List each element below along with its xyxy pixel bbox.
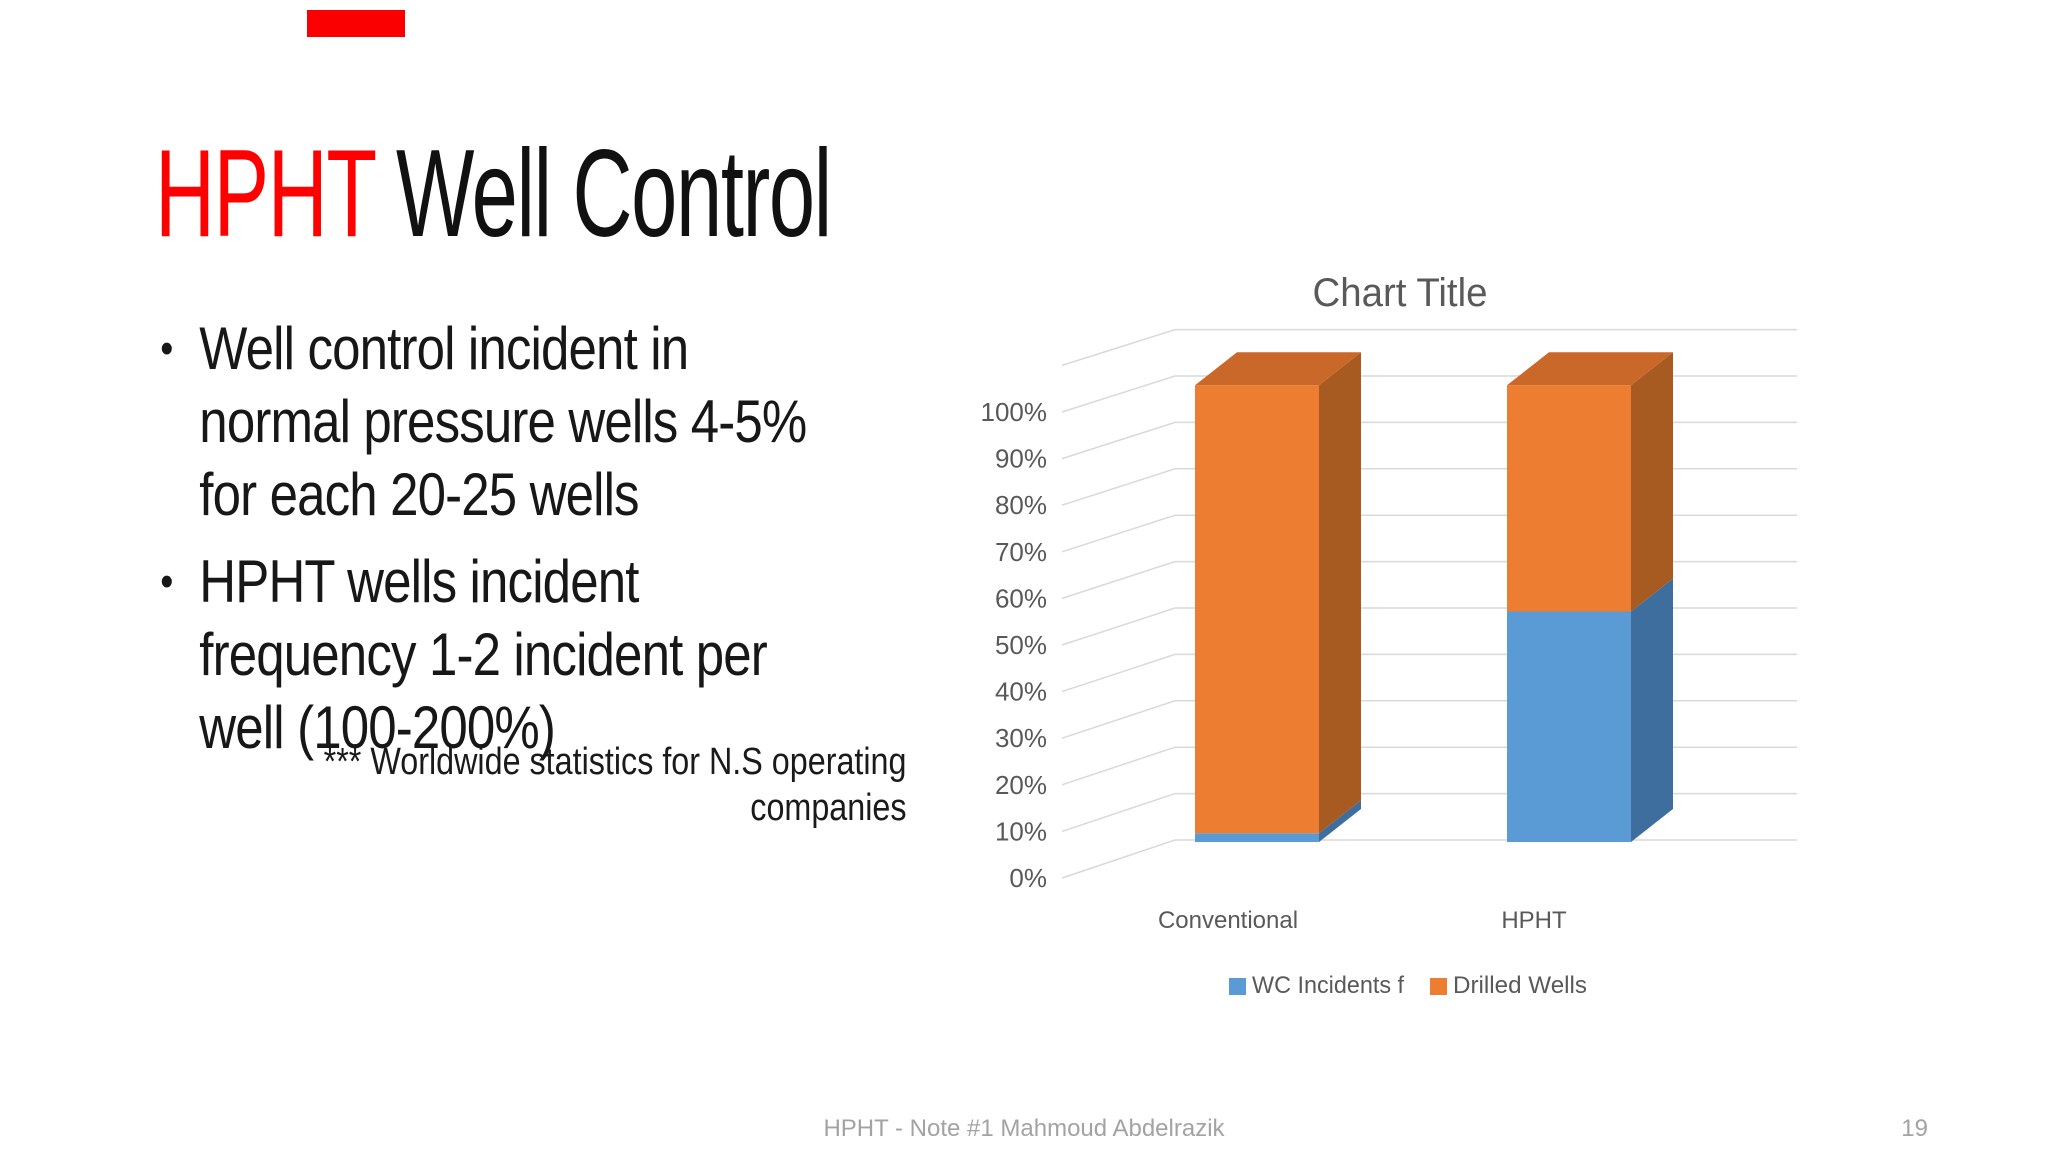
y-axis-tick-label: 60% <box>995 583 1047 613</box>
page-number: 19 <box>1901 1115 1928 1142</box>
gridline <box>1061 514 1797 553</box>
bullet-marker: • <box>160 557 174 606</box>
y-axis-tick-label: 10% <box>995 816 1047 846</box>
gridline <box>1061 607 1797 646</box>
bullet-text: HPHT wells incident frequency 1-2 incide… <box>199 548 767 761</box>
page-title-highlight: HPHT <box>155 125 376 263</box>
y-axis-tick-label: 30% <box>995 723 1047 753</box>
gridline <box>1061 746 1797 786</box>
y-axis-tick-label: 20% <box>995 770 1047 800</box>
bullet-item: • Well control incident in normal pressu… <box>150 312 915 531</box>
bar-Conventional-Drilled Wells-top <box>1195 352 1361 386</box>
bullet-text: Well control incident in normal pressure… <box>199 315 807 528</box>
bar-Conventional-WC Incidents f-front <box>1195 833 1319 842</box>
bar-HPHT-WC Incidents f-side <box>1631 578 1673 842</box>
y-axis-tick-label: 0% <box>1009 863 1047 893</box>
bar-Conventional-Drilled Wells-front <box>1195 385 1319 834</box>
bullet-list: • Well control incident in normal pressu… <box>150 312 915 778</box>
legend-label: Drilled Wells <box>1453 972 1587 999</box>
bar-Conventional-Drilled Wells-side <box>1319 352 1361 834</box>
footnote: *** Worldwide statistics for N.S operati… <box>323 741 907 829</box>
y-axis-tick-label: 40% <box>995 677 1047 707</box>
y-axis-tick-label: 90% <box>995 444 1047 474</box>
gridline <box>1061 700 1797 739</box>
legend-swatch <box>1430 978 1447 995</box>
bar-HPHT-Drilled Wells-top <box>1507 352 1673 386</box>
category-label: HPHT <box>1501 907 1567 934</box>
y-axis-tick-label: 100% <box>981 397 1048 427</box>
chart-title: Chart Title <box>1313 271 1488 315</box>
bullet-item: • HPHT wells incident frequency 1-2 inci… <box>150 545 915 764</box>
page-title: HPHT Well Control <box>155 132 832 256</box>
y-axis-tick-label: 50% <box>995 630 1047 660</box>
legend-swatch <box>1229 978 1246 995</box>
gridline <box>1061 468 1797 506</box>
y-axis-tick-label: 80% <box>995 490 1047 520</box>
page-title-rest: Well Control <box>374 125 832 263</box>
bullet-marker: • <box>160 324 174 373</box>
category-label: Conventional <box>1158 907 1298 934</box>
bar-HPHT-WC Incidents f-front <box>1507 611 1631 842</box>
bar-Conventional-WC Incidents f-side <box>1319 800 1361 842</box>
y-axis-tick-label: 70% <box>995 537 1047 567</box>
red-marker-bar <box>307 10 405 37</box>
gridline <box>1061 653 1797 693</box>
gridline <box>1061 375 1797 413</box>
bar-HPHT-Drilled Wells-front <box>1507 385 1631 612</box>
bar-HPHT-Drilled Wells-side <box>1631 352 1673 612</box>
gridline <box>1061 839 1797 879</box>
gridline <box>1061 328 1797 367</box>
gridline <box>1061 421 1797 460</box>
gridline <box>1061 792 1797 833</box>
legend-label: WC Incidents f <box>1252 972 1404 999</box>
footer-text: HPHT - Note #1 Mahmoud Abdelrazik <box>823 1115 1225 1142</box>
gridline <box>1061 560 1797 600</box>
